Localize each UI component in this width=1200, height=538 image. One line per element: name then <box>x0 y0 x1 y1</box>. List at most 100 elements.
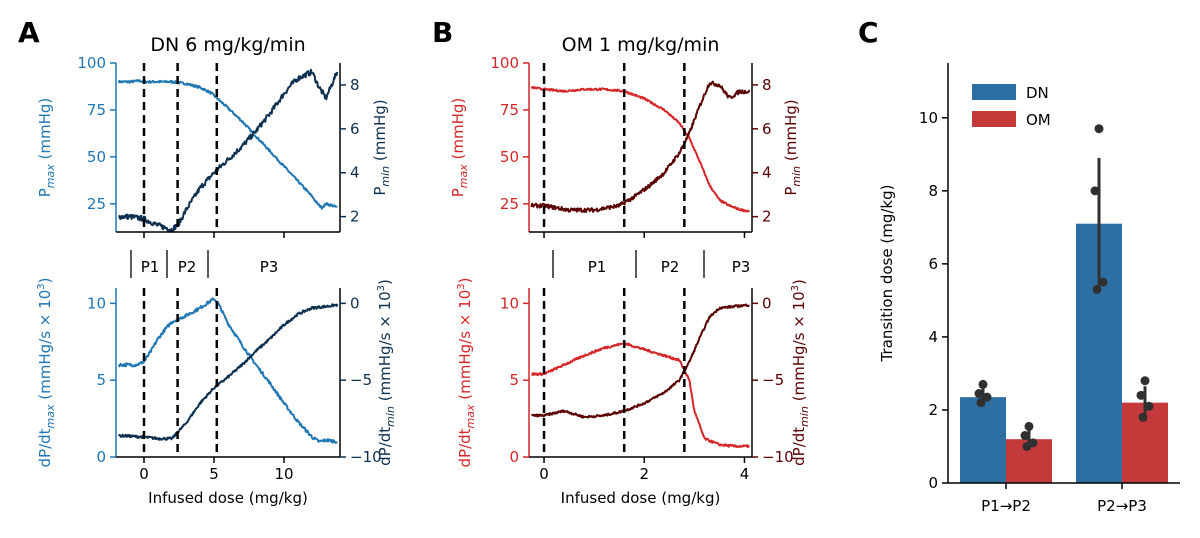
b-top-ytick-left-label-3: 100 <box>490 54 519 72</box>
a-bottom-xtick-label-1: 5 <box>209 465 219 483</box>
a-bottom-ylabel-left-unit: (mmHg/s × 10 <box>36 290 54 405</box>
b-top-ytick-left-label-2: 75 <box>500 101 519 119</box>
b-bottom-xtick-label-2: 4 <box>740 465 750 483</box>
a-bottom-ylabel-right-sup: 3 <box>376 285 387 291</box>
b-top-ylabel-right-sub: min <box>790 166 803 187</box>
a-top-ylabel-right-unit: (mmHg) <box>371 99 389 166</box>
a-bottom-ytick-left-label-2: 10 <box>87 294 106 312</box>
b-top-ytick-right-label-2: 6 <box>762 120 772 138</box>
b-bottom-ylabel-right-close: ) <box>790 279 808 285</box>
a-phase-label-1: P2 <box>178 258 197 276</box>
b-phase-label-2: P3 <box>732 258 751 276</box>
a-top-ylabel-right-sub: min <box>379 166 392 187</box>
c-point-dn-1-3 <box>1092 284 1102 294</box>
a-top-ylabel-left-sub: max <box>44 164 57 188</box>
c-point-dn-0-0 <box>978 379 988 389</box>
b-top-ytick-left-label-1: 50 <box>500 148 519 166</box>
c-point-om-1-0 <box>1140 376 1150 386</box>
c-point-om-0-0 <box>1024 421 1034 431</box>
a-top-ylabel-left-base: P <box>36 188 54 197</box>
b-top-ylabel-right-unit: (mmHg) <box>782 99 800 166</box>
b-top-ytick-right-label-0: 2 <box>762 208 772 226</box>
a-bottom-ytick-left-label-1: 5 <box>96 371 106 389</box>
a-bottom-ylabel-right-close: ) <box>376 279 394 285</box>
b-bottom-ylabel-right-sub: min <box>798 406 811 427</box>
c-ytick-label-5: 10 <box>919 109 938 127</box>
b-bottom-ylabel-right-sup: 3 <box>790 285 801 291</box>
b-bottom-xlabel: Infused dose (mg/kg) <box>561 489 721 507</box>
b-bottom-ylabel-right-text: dP/dtmin (mmHg/s × 103) <box>790 279 811 466</box>
a-top-ytick-right-label-3: 8 <box>350 76 360 94</box>
a-bottom-xlabel: Infused dose (mg/kg) <box>148 489 308 507</box>
c-point-dn-1-0 <box>1094 124 1104 134</box>
b-bottom-xtick-label-0: 0 <box>539 465 549 483</box>
b-top-ylabel-left-base: P <box>449 188 467 197</box>
a-bottom-ytick-right-label-1: −5 <box>350 371 372 389</box>
c-bar-dn-0 <box>960 397 1006 483</box>
c-legend-swatch-1 <box>972 111 1016 127</box>
panel-label-b: B <box>432 16 453 49</box>
c-point-dn-0-1 <box>974 389 984 399</box>
a-top-ylabel-right-base: P <box>371 187 389 196</box>
c-point-om-1-2 <box>1144 401 1154 411</box>
c-legend-label-1: OM <box>1026 111 1051 129</box>
c-ytick-label-3: 6 <box>928 255 938 273</box>
b-phase-label-1: P2 <box>661 258 680 276</box>
panel-label-c: C <box>858 16 879 49</box>
a-bottom-ylabel-right-unit: (mmHg/s × 10 <box>376 291 394 406</box>
a-bottom-ytick-right-label-0: −10 <box>350 448 382 466</box>
b-bottom-ylabel-left-base: dP/dt <box>456 428 474 467</box>
c-point-om-0-1 <box>1020 431 1030 441</box>
a-bottom-ylabel-left-text: dP/dtmax (mmHg/s × 103) <box>36 278 57 468</box>
a-top-ylabel-left: Pmax (mmHg) <box>36 98 57 198</box>
a-top-ytick-right-label-0: 2 <box>350 208 360 226</box>
b-bottom-series-dpdtmin <box>531 303 750 419</box>
c-point-dn-0-3 <box>976 398 986 408</box>
b-top-ytick-right-label-3: 8 <box>762 76 772 94</box>
a-bottom-ylabel-left: dP/dtmax (mmHg/s × 103) <box>36 278 57 468</box>
c-ytick-label-1: 2 <box>928 401 938 419</box>
a-bottom-xtick-label-2: 10 <box>274 465 293 483</box>
c-point-om-0-3 <box>1022 441 1032 451</box>
b-phase-label-0: P1 <box>588 258 607 276</box>
c-point-dn-1-2 <box>1098 277 1108 287</box>
c-ylabel: Transition dose (mg/kg) <box>878 185 896 363</box>
a-top-ytick-right-label-1: 4 <box>350 164 360 182</box>
b-bottom-series-dpdtmax <box>531 342 750 449</box>
b-top-ylabel-left-text: Pmax (mmHg) <box>449 98 470 198</box>
b-top-ylabel-right-base: P <box>782 187 800 196</box>
a-top-ytick-left-label-2: 75 <box>87 101 106 119</box>
c-ytick-label-4: 8 <box>928 182 938 200</box>
a-top-ytick-left-label-1: 50 <box>87 148 106 166</box>
a-top-ylabel-left-text: Pmax (mmHg) <box>36 98 57 198</box>
a-bottom-ylabel-left-base: dP/dt <box>36 428 54 467</box>
b-bottom-ylabel-left-sup: 3 <box>456 283 467 289</box>
a-top-ytick-right-label-2: 6 <box>350 120 360 138</box>
a-bottom-series-dpdtmax <box>117 297 338 444</box>
b-bottom-xtick-label-1: 2 <box>639 465 649 483</box>
b-top-ytick-left-label-0: 25 <box>500 195 519 213</box>
a-bottom-ylabel-right: dP/dtmin (mmHg/s × 103) <box>376 279 397 466</box>
b-bottom-ytick-left-label-2: 10 <box>500 294 519 312</box>
b-top-ytick-right-label-1: 4 <box>762 164 772 182</box>
b-bottom-ylabel-right-unit: (mmHg/s × 10 <box>790 291 808 406</box>
a-bottom-ylabel-right-sub: min <box>384 406 397 427</box>
a-bottom-ylabel-right-text: dP/dtmin (mmHg/s × 103) <box>376 279 397 466</box>
b-bottom-ytick-right-label-2: 0 <box>762 294 772 312</box>
c-ytick-label-2: 4 <box>928 328 938 346</box>
b-top-series-pmax <box>530 85 750 213</box>
b-top-ylabel-left-unit: (mmHg) <box>449 98 467 165</box>
a-top-series-pmax <box>117 79 338 210</box>
a-bottom-xtick-label-0: 0 <box>139 465 149 483</box>
a-phase-label-0: P1 <box>141 258 160 276</box>
b-top-ylabel-left-sub: max <box>457 164 470 188</box>
a-bottom-series-dpdtmin <box>117 303 339 441</box>
a-top-series-pmin <box>118 68 339 233</box>
b-bottom-ylabel-left-close: ) <box>456 278 474 284</box>
c-legend-label-0: DN <box>1026 84 1049 102</box>
b-top-series-pmin <box>530 80 751 213</box>
a-top-title: DN 6 mg/kg/min <box>150 34 305 56</box>
c-point-om-1-3 <box>1138 412 1148 422</box>
a-top-ytick-left-label-0: 25 <box>87 195 106 213</box>
